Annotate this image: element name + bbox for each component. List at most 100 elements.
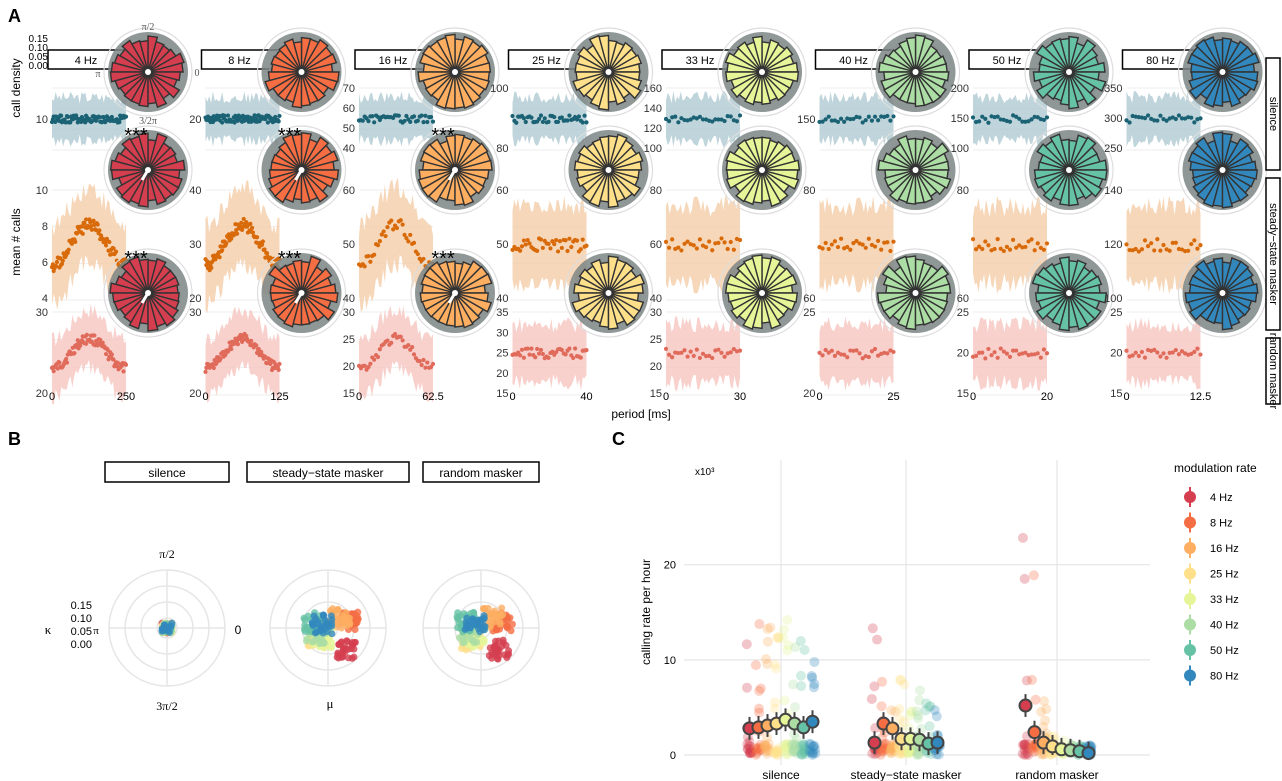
- polar-gridline: [410, 248, 500, 338]
- data-point: [64, 356, 69, 362]
- raw-data-point: [759, 740, 770, 751]
- data-point: [1014, 348, 1019, 353]
- y-tick-label: 20: [496, 368, 508, 380]
- subplot-50Hz-row0: 200 150 100: [951, 83, 1050, 155]
- data-point: [1124, 242, 1129, 247]
- r-tick-label: 0.15: [71, 600, 92, 612]
- raw-data-point: [1023, 749, 1034, 760]
- raw-data-point: [867, 623, 878, 634]
- data-point: [1029, 117, 1034, 122]
- raw-data-point: [929, 705, 940, 716]
- data-point: [1026, 239, 1031, 244]
- data-point: [92, 333, 97, 338]
- data-point: [1139, 247, 1145, 252]
- data-point: [121, 369, 126, 374]
- rose-bar: [761, 71, 800, 83]
- data-point: [989, 353, 994, 358]
- data-point: [567, 346, 572, 351]
- rose-bar: [454, 292, 490, 303]
- data-point: [891, 239, 896, 244]
- data-point: [1041, 347, 1047, 352]
- subplot-33Hz-row1: 80 60 40: [650, 185, 743, 305]
- kappa-mu-point: [301, 621, 309, 629]
- rose-bar: [1222, 71, 1259, 83]
- data-point: [977, 244, 982, 249]
- kappa-mu-point: [473, 638, 481, 646]
- y-tick-label: 25: [957, 307, 969, 319]
- raw-data-point: [753, 703, 764, 714]
- data-point: [64, 360, 70, 365]
- raw-data-point: [762, 636, 773, 647]
- data-point: [97, 228, 102, 233]
- data-point: [992, 114, 997, 120]
- raw-data-point: [885, 745, 896, 756]
- data-point: [123, 114, 129, 119]
- data-point: [535, 346, 540, 352]
- mean-vector: [447, 292, 457, 304]
- data-point: [93, 227, 99, 233]
- data-point: [679, 350, 684, 355]
- raw-data-point: [782, 645, 793, 656]
- kappa-mu-point: [352, 617, 360, 625]
- y-tick-label: 35: [496, 307, 508, 319]
- rose-plot-16Hz-row2: ***: [410, 248, 500, 338]
- polar-gridline: [1024, 27, 1114, 117]
- data-point: [402, 232, 407, 237]
- rose-bar: [301, 292, 339, 304]
- y-tick-label: 30: [650, 307, 662, 319]
- rose-plot-80Hz-row2: [1177, 248, 1268, 338]
- y-tick-label: 60: [343, 185, 355, 197]
- data-point: [829, 348, 834, 353]
- data-point: [59, 113, 64, 118]
- subplot-16Hz-row2: 30 25 20 15: [343, 305, 436, 403]
- data-point: [540, 119, 545, 125]
- y-tick-label: 80: [803, 185, 815, 197]
- raw-data-point: [796, 740, 807, 751]
- rose-plot-8Hz-row0: [256, 27, 347, 117]
- subplot-25Hz-row0: 100 80: [490, 83, 589, 155]
- raw-data-point: [788, 739, 799, 750]
- raw-data-point: [791, 745, 802, 756]
- data-point: [832, 239, 838, 244]
- data-point: [1198, 352, 1203, 357]
- raw-data-point: [788, 744, 799, 755]
- polar-gridline: [410, 125, 500, 215]
- y-tick-label: 4: [42, 293, 48, 305]
- data-point: [688, 117, 693, 122]
- r-tick-label: 0.00: [71, 639, 92, 651]
- raw-data-point: [750, 660, 761, 671]
- data-point: [1010, 237, 1016, 242]
- data-point: [879, 114, 884, 119]
- y-tick-label: 120: [644, 123, 662, 135]
- y-tick-label: 15: [496, 388, 508, 400]
- data-point: [576, 114, 582, 119]
- raw-data-point: [789, 744, 800, 755]
- data-point: [980, 114, 985, 119]
- data-point: [260, 239, 265, 244]
- data-point: [107, 239, 112, 245]
- data-point: [109, 352, 114, 357]
- polar-gridline: [410, 27, 500, 117]
- data-point: [854, 348, 859, 353]
- raw-data-point: [1019, 740, 1030, 751]
- data-point: [510, 113, 515, 119]
- rose-plot-33Hz-row2: [717, 248, 807, 338]
- data-point: [1158, 113, 1163, 118]
- data-point: [866, 114, 871, 119]
- legend-item: 50 Hz: [1184, 640, 1239, 660]
- data-point: [823, 240, 828, 246]
- raw-data-point: [1036, 706, 1047, 717]
- data-point: [826, 114, 831, 119]
- mean-point: [930, 735, 945, 750]
- kappa-mu-point: [505, 650, 513, 658]
- data-point: [429, 114, 434, 120]
- raw-data-point: [1038, 749, 1049, 760]
- data-point: [700, 243, 706, 248]
- data-point: [239, 220, 244, 226]
- raw-data-point: [772, 749, 783, 760]
- data-point: [417, 256, 422, 261]
- y-axis-label-kappa: κ: [45, 622, 52, 637]
- raw-data-point: [741, 639, 752, 650]
- data-point: [123, 362, 129, 367]
- data-point: [563, 238, 568, 243]
